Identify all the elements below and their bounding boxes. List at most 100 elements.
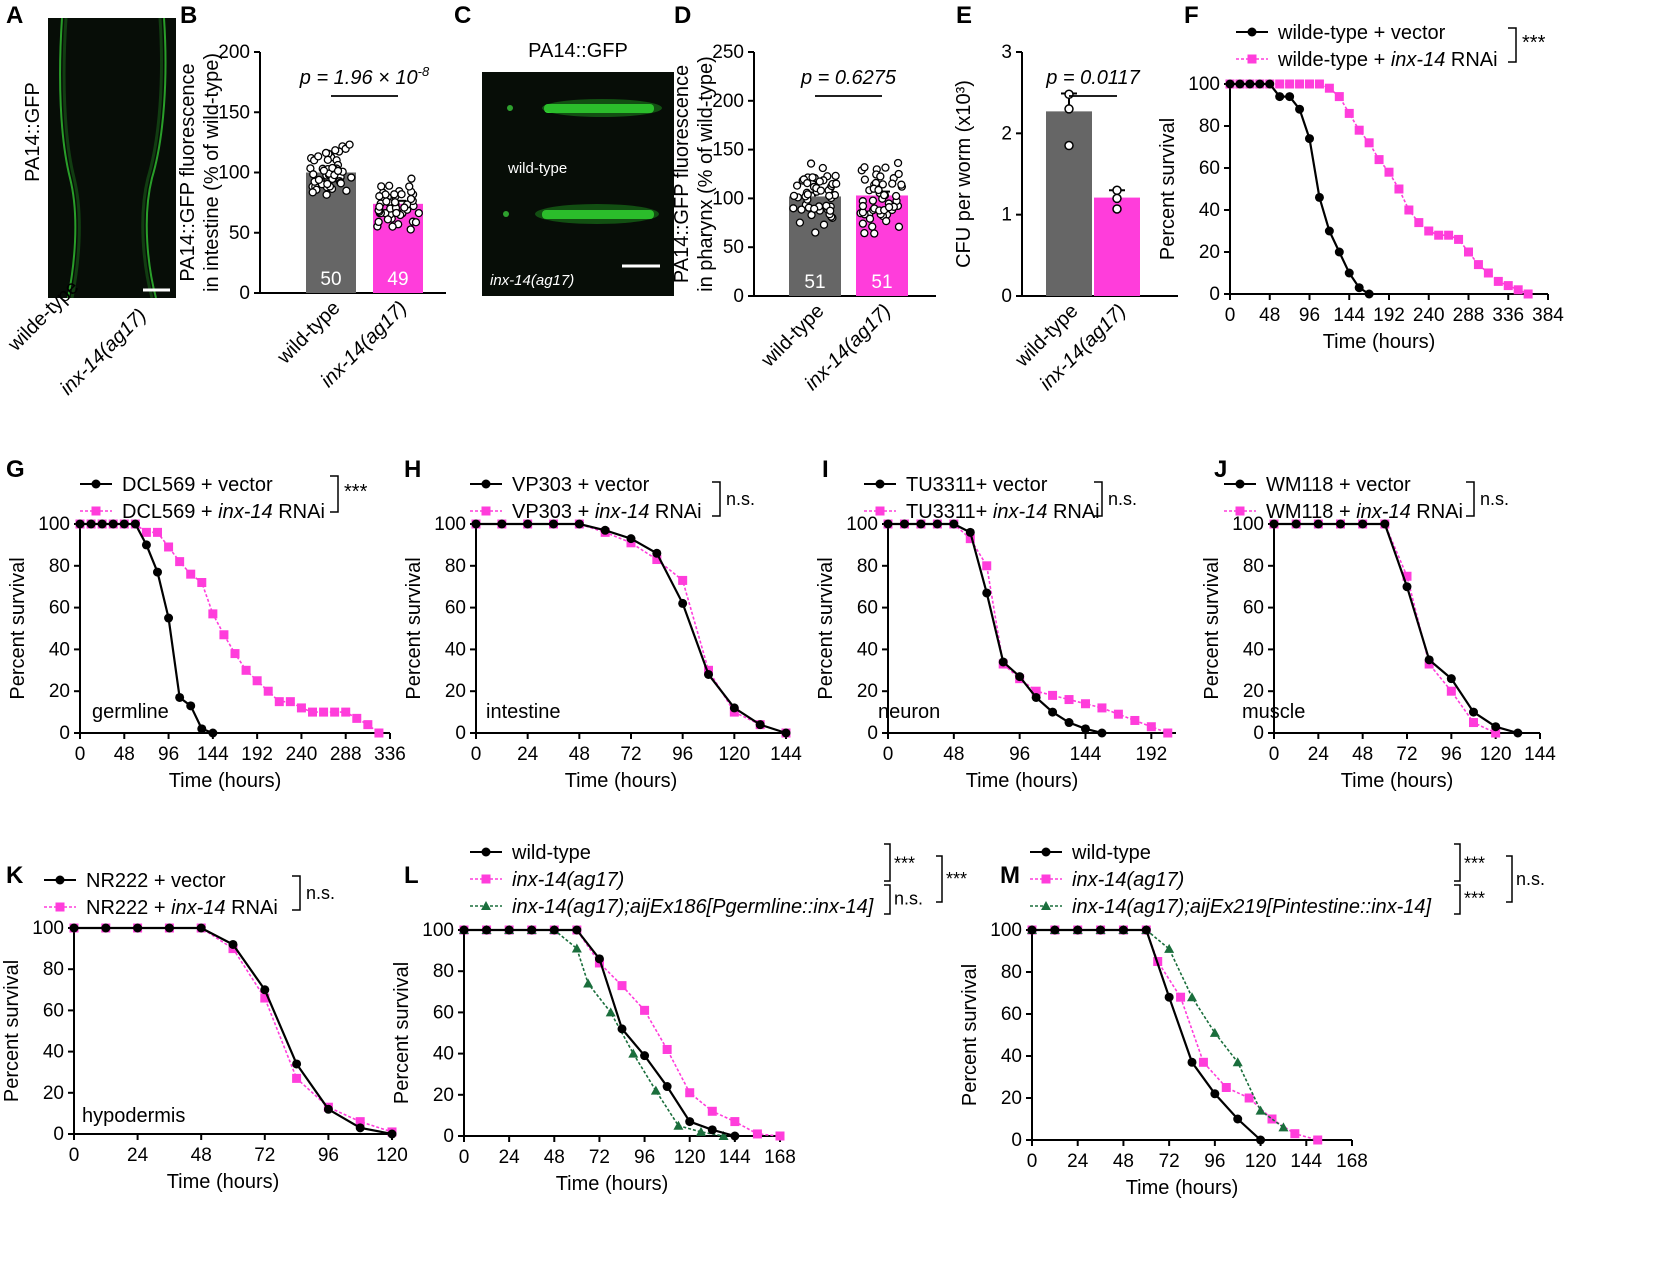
y-tick-label: 20 — [433, 1085, 454, 1106]
data-point — [815, 177, 824, 186]
data-point-pink — [1384, 167, 1394, 177]
data-point — [882, 216, 891, 226]
data-point-black — [1469, 707, 1478, 717]
data-point — [881, 163, 890, 172]
y-tick-label: 60 — [445, 598, 466, 619]
x-tick-label: 96 — [318, 1145, 339, 1166]
stats-label: n.s. — [894, 889, 923, 909]
data-point-pink — [186, 569, 196, 579]
data-point — [818, 163, 827, 173]
data-point-black — [292, 1059, 302, 1069]
data-point — [390, 190, 399, 199]
x-tick-label: 288 — [330, 744, 362, 765]
data-point-black — [704, 669, 713, 679]
y-axis-label: CFU per worm (x10³) — [953, 80, 975, 268]
legend-label: TU3311+ vector — [906, 474, 1048, 496]
x-tick-label: 0 — [69, 1145, 80, 1166]
legend-marker-black — [1235, 479, 1245, 489]
data-point-pink — [1290, 1129, 1300, 1139]
chart-i: 0 20 40 60 80 100 0 48 96 144 192 Time (hours) Perce… — [815, 474, 1176, 792]
data-point — [1064, 89, 1074, 100]
data-point-black — [949, 519, 959, 529]
data-point-black — [1295, 104, 1305, 114]
data-point-black — [707, 1125, 717, 1135]
data-point-black — [685, 1117, 695, 1127]
y-tick-label: 50 — [723, 237, 744, 258]
data-point-black — [97, 519, 107, 529]
data-point-pink — [652, 555, 662, 565]
data-point-pink — [752, 1129, 762, 1139]
data-point-pink — [1394, 184, 1404, 194]
panel-label-b: B — [180, 2, 198, 29]
data-point — [407, 174, 416, 183]
data-point-black — [1324, 226, 1334, 236]
x-tick-label: 48 — [1352, 744, 1373, 765]
data-point-pink — [1113, 709, 1123, 719]
data-point-black — [549, 519, 558, 529]
data-point-green — [571, 943, 582, 953]
stats-label: n.s. — [1480, 489, 1509, 509]
data-point-black — [932, 519, 942, 529]
data-point — [868, 222, 877, 231]
legend-label: DCL569 + vector — [122, 474, 273, 496]
y-tick-label: 200 — [218, 42, 250, 63]
data-point-black — [1305, 134, 1314, 144]
y-tick-label: 0 — [1011, 1130, 1022, 1151]
data-point — [406, 194, 416, 204]
data-point-pink — [1354, 125, 1364, 135]
chart-h: 0 20 40 60 80 100 0 24 48 72 96 120 144 Time (hours) P… — [403, 474, 802, 792]
stats-bracket — [292, 875, 301, 911]
data-point-pink — [775, 1131, 785, 1141]
data-point — [884, 203, 894, 212]
data-point — [879, 190, 889, 200]
data-point-black — [1424, 655, 1434, 665]
chart-j: 0 20 40 60 80 100 0 24 48 72 96 120 144 Time (hours) P… — [1201, 474, 1556, 792]
series-line-black — [1274, 522, 1519, 735]
p-value-annotation: p = 1.96 × 10-8 — [299, 64, 430, 89]
legend-label: VP303 + inx-14 RNAi — [512, 501, 702, 523]
data-point-pink — [1513, 285, 1523, 295]
y-tick-label: 60 — [857, 598, 878, 619]
y-tick-label: 40 — [1001, 1046, 1022, 1067]
legend-label: WM118 + vector — [1266, 474, 1411, 496]
x-tick-label: 48 — [114, 744, 135, 765]
legend-marker-black — [481, 847, 491, 857]
data-point-black — [86, 519, 96, 529]
x-tick-label: 24 — [127, 1145, 149, 1166]
data-point-pink — [1364, 138, 1374, 148]
x-tick-label: 0 — [471, 744, 482, 765]
x-tick-label: 192 — [241, 744, 273, 765]
data-point-black — [108, 519, 118, 529]
data-point-black — [1164, 992, 1174, 1002]
data-point-green — [605, 1007, 616, 1017]
bar-mutant — [1094, 197, 1140, 296]
data-point-green — [1187, 992, 1197, 1002]
data-point-pink — [1324, 83, 1334, 93]
data-point — [789, 191, 799, 201]
legend-marker-pink — [481, 874, 491, 884]
x-tick-label: 72 — [589, 1147, 610, 1168]
chart-k: 0 20 40 60 80 100 0 24 48 72 96 120 Time (hours) Perc… — [1, 870, 408, 1193]
data-point-black — [1402, 582, 1412, 592]
y-tick-label: 80 — [1243, 556, 1264, 577]
data-point-black — [1269, 519, 1279, 529]
x-tick-label: 120 — [1480, 744, 1512, 765]
x-tick-label: 168 — [1336, 1151, 1368, 1172]
x-axis-label: Time (hours) — [169, 770, 282, 792]
y-tick-label: 40 — [43, 1042, 64, 1063]
y-tick-label: 0 — [733, 286, 744, 307]
data-point-pink — [1334, 92, 1344, 102]
data-point-pink — [341, 707, 351, 717]
data-point-black — [1256, 1135, 1266, 1145]
data-point-black — [197, 724, 207, 734]
y-tick-label: 0 — [239, 283, 250, 304]
data-point — [795, 218, 805, 227]
y-tick-label: 100 — [422, 920, 454, 941]
data-point-pink — [230, 649, 240, 659]
data-point-black — [1380, 519, 1390, 529]
y-tick-label: 100 — [38, 514, 70, 535]
data-point-black — [1048, 707, 1058, 717]
x-tick-label: 0 — [1225, 305, 1236, 326]
